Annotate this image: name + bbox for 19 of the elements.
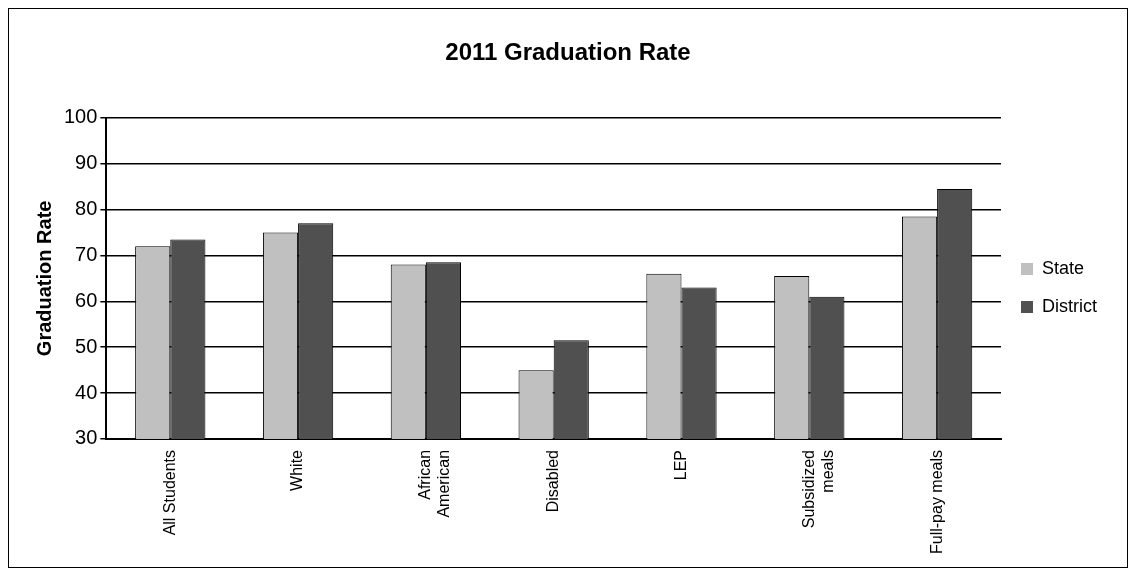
y-tick-label: 90 <box>75 151 98 174</box>
y-tick-label: 40 <box>75 380 98 403</box>
y-tick-label: 30 <box>75 426 98 449</box>
x-tick-label: Full-pay meals <box>927 449 945 554</box>
y-tick-label: 60 <box>75 288 98 311</box>
x-tick-label: LEP <box>671 449 689 481</box>
legend-label: State <box>1042 257 1085 278</box>
x-tick-label: White <box>288 449 306 491</box>
x-tick-label: All Students <box>160 449 178 536</box>
x-tick-label: African American <box>416 449 453 518</box>
x-tick-label: Subsidized meals <box>799 449 836 529</box>
legend-label: District <box>1042 295 1098 316</box>
y-tick-label: 100 <box>63 105 98 128</box>
y-axis-title: Graduation Rate <box>32 200 55 357</box>
y-tick-label: 80 <box>75 197 98 220</box>
y-tick-label: 50 <box>75 334 98 357</box>
y-tick-label: 70 <box>75 242 98 265</box>
chart-title: 2011 Graduation Rate <box>445 38 691 66</box>
x-tick-label: Disabled <box>544 449 562 513</box>
